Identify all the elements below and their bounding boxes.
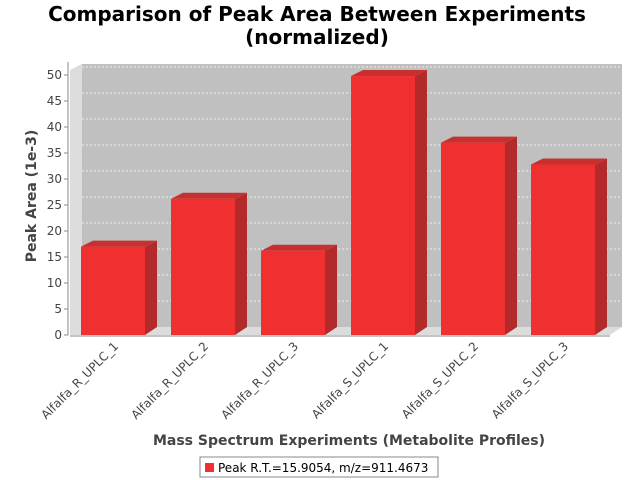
plot-left-wall	[70, 64, 82, 335]
x-tick-label: Alfalfa_R_UPLC_3	[218, 339, 301, 422]
bar	[351, 76, 415, 335]
x-tick-label: Alfalfa_R_UPLC_2	[128, 339, 211, 422]
chart-title-line-2: (normalized)	[245, 25, 389, 49]
bar-side	[325, 244, 337, 335]
y-tick-label: 20	[47, 224, 62, 238]
legend-label: Peak R.T.=15.9054, m/z=911.4673	[218, 461, 428, 475]
chart-title-line-1: Comparison of Peak Area Between Experime…	[48, 2, 586, 26]
bar-top	[531, 158, 607, 165]
y-tick-label: 15	[47, 250, 62, 264]
bar-top	[81, 240, 157, 247]
y-tick-label: 50	[47, 68, 62, 82]
bar-top	[261, 244, 337, 251]
y-tick-label: 5	[54, 302, 62, 316]
bar	[261, 250, 325, 335]
x-tick-label: Alfalfa_S_UPLC_2	[399, 339, 481, 421]
y-tick-label: 30	[47, 172, 62, 186]
bar-side	[415, 70, 427, 335]
x-tick-label: Alfalfa_S_UPLC_3	[489, 339, 571, 421]
legend-box	[199, 456, 439, 478]
bar	[441, 142, 505, 335]
x-tick-label: Alfalfa_R_UPLC_1	[38, 339, 121, 422]
bar-top	[441, 136, 517, 143]
bar-side	[235, 192, 247, 335]
bar-side	[145, 240, 157, 335]
bar-side	[595, 158, 607, 335]
y-tick-label: 40	[47, 120, 62, 134]
x-axis-label: Mass Spectrum Experiments (Metabolite Pr…	[153, 433, 545, 449]
y-tick-label: 35	[47, 146, 62, 160]
bar-top	[351, 70, 427, 77]
legend: Peak R.T.=15.9054, m/z=911.4673	[199, 456, 439, 478]
y-axis-label: Peak Area (1e-3)	[24, 130, 40, 263]
legend-swatch	[205, 463, 214, 472]
x-tick-label: Alfalfa_S_UPLC_1	[309, 339, 391, 421]
y-tick-label: 25	[47, 198, 62, 212]
y-tick-label: 45	[47, 94, 62, 108]
bar	[171, 198, 235, 335]
y-tick-label: 10	[47, 276, 62, 290]
bar-side	[505, 136, 517, 335]
bar	[531, 164, 595, 335]
bar	[81, 246, 145, 335]
bar-top	[171, 192, 247, 199]
y-tick-label: 0	[54, 328, 62, 342]
